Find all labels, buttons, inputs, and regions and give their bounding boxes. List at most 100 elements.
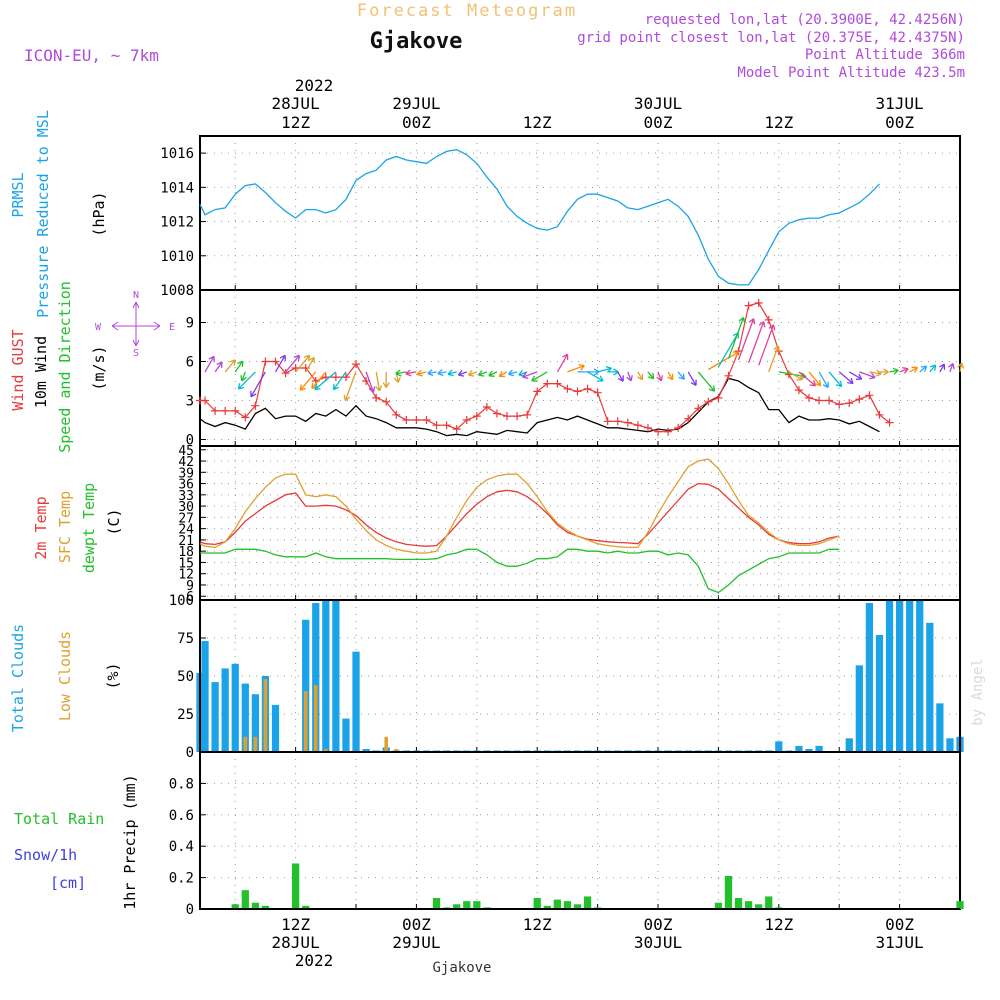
- dewpt-temp-label: dewpt Temp: [80, 483, 98, 573]
- compass-south: S: [133, 348, 139, 359]
- gust-line: [200, 302, 890, 433]
- low-cloud-bar: [303, 691, 308, 752]
- gust-marker: [754, 299, 763, 307]
- rain-bar: [734, 898, 743, 909]
- top-hour-label: 12Z: [281, 113, 310, 132]
- gust-marker: [603, 417, 612, 426]
- bottom-date-label: 31JUL: [876, 933, 924, 952]
- gust-marker: [432, 421, 441, 430]
- precip-panel: 0 0.2 0.4 0.6 0.8: [169, 751, 964, 918]
- low-cloud-bar: [394, 748, 399, 752]
- wind-direction-arrow: [314, 371, 337, 391]
- gust-marker: [442, 421, 451, 430]
- top-hour-label: 12Z: [764, 113, 793, 132]
- top-year-label: 2022: [295, 76, 334, 95]
- wind-direction-arrow: [758, 324, 776, 366]
- wind-direction-arrow: [457, 369, 468, 377]
- gust-marker: [452, 425, 461, 434]
- cloud-unit: (%): [104, 662, 122, 689]
- total-cloud-bar: [251, 694, 259, 752]
- gust-marker: [482, 403, 491, 411]
- wind-direction-arrow: [285, 354, 301, 373]
- pressure-msl-label: Pressure Reduced to MSL: [34, 110, 52, 318]
- gust-marker: [674, 423, 683, 432]
- compass-north: N: [133, 290, 139, 301]
- snow-unit-label: [cm]: [50, 874, 86, 892]
- compass-east: E: [169, 322, 175, 333]
- gust-marker: [513, 412, 522, 421]
- total-cloud-bar: [855, 665, 863, 752]
- gust-marker: [825, 396, 834, 405]
- gust-marker: [382, 397, 391, 406]
- rain-bar: [231, 904, 239, 909]
- gust-marker: [231, 406, 240, 415]
- rain-bar: [302, 905, 310, 909]
- bottom-hour-label: 00Z: [402, 915, 431, 934]
- total-cloud-bar: [865, 603, 874, 752]
- gust-marker: [623, 418, 632, 427]
- rain-bar: [261, 905, 270, 909]
- temp-ytick-label: 45: [178, 444, 194, 459]
- pressure-ytick-label: 1012: [160, 215, 194, 231]
- rain-bar: [241, 890, 249, 909]
- wind-direction-arrow: [498, 370, 508, 378]
- top-date-label: 28JUL: [272, 94, 320, 113]
- top-hour-label: 00Z: [885, 113, 914, 132]
- gust-marker: [402, 416, 411, 424]
- rain-bar: [714, 902, 723, 909]
- total-cloud-bar: [322, 600, 330, 752]
- wind-speed-direction-label: Speed and Direction: [56, 281, 74, 453]
- total-cloud-bar: [271, 704, 280, 752]
- sfc-temp-label: SFC Temp: [56, 491, 74, 563]
- total-cloud-bar: [342, 718, 350, 752]
- total-cloud-bar: [302, 619, 310, 752]
- gust-marker: [533, 387, 542, 396]
- low-cloud-bar: [313, 685, 318, 752]
- rain-bar: [473, 901, 481, 909]
- total-cloud-bar: [916, 600, 924, 752]
- rain-bar: [563, 901, 572, 909]
- bottom-hour-label: 12Z: [764, 915, 793, 934]
- wind-direction-arrow: [382, 371, 390, 388]
- gust-marker: [251, 401, 260, 410]
- temp-legend: 2m Temp SFC Temp dewpt Temp (C): [32, 483, 123, 573]
- gust-marker: [654, 427, 663, 436]
- gust-marker: [271, 357, 280, 366]
- wind-ytick-label: 3: [186, 394, 194, 410]
- wind-direction-arrow: [477, 369, 488, 377]
- wind-direction-arrow: [899, 367, 909, 374]
- total-cloud-bar: [201, 641, 209, 752]
- wind-direction-arrow: [938, 363, 946, 373]
- precip-ytick-label: 0.4: [169, 839, 194, 855]
- wind-direction-arrow: [343, 371, 357, 402]
- wind-ytick-label: 6: [186, 355, 194, 371]
- wind-direction-arrow: [929, 364, 937, 373]
- gust-marker: [855, 395, 864, 404]
- credit-watermark: by Angel: [970, 658, 986, 725]
- clouds-ytick-label: 50: [177, 669, 194, 685]
- gust-marker: [885, 418, 894, 427]
- gust-marker: [563, 384, 572, 393]
- total-cloud-bar: [926, 622, 934, 752]
- wind-direction-arrow: [717, 332, 739, 368]
- temp-ytick-label: 12: [178, 568, 194, 583]
- bottom-hour-label: 12Z: [281, 915, 310, 934]
- clouds-ytick-label: 100: [169, 593, 194, 609]
- wind-direction-arrow: [617, 371, 624, 382]
- wind-direction-arrow: [375, 371, 383, 392]
- gust-marker: [211, 406, 220, 415]
- wind-direction-arrow: [818, 371, 829, 389]
- temp-ytick-label: 39: [178, 466, 194, 481]
- precip-legend: Total Rain Snow/1h [cm] 1hr Precip (mm): [14, 774, 139, 909]
- total-cloud-bar: [875, 634, 884, 752]
- bottom-date-label: 29JUL: [392, 933, 440, 952]
- wind-direction-arrow: [707, 351, 740, 371]
- wind-direction-arrow: [274, 354, 286, 373]
- wind-direction-arrow: [656, 371, 664, 382]
- wind-direction-arrow: [587, 371, 604, 382]
- prmsl-label: PRMSL: [9, 172, 27, 217]
- precip-ytick-label: 0.8: [169, 776, 194, 792]
- gust-marker: [724, 371, 733, 380]
